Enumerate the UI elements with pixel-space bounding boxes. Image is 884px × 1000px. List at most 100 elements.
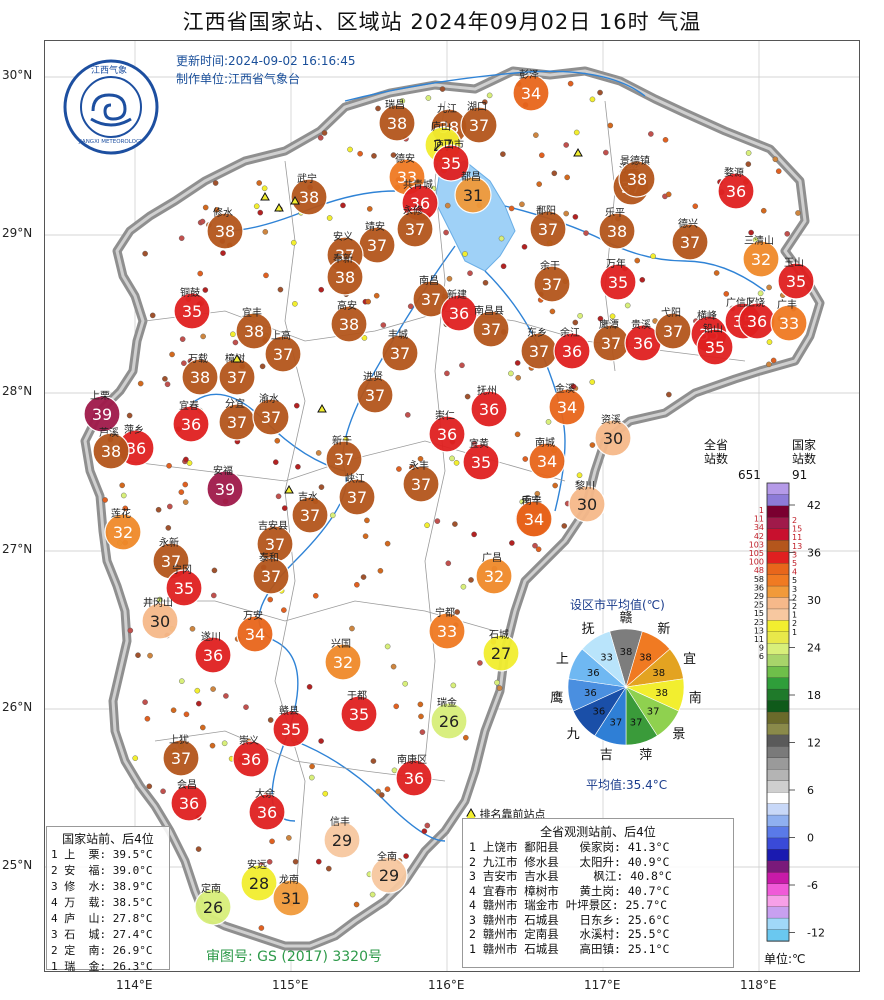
colorbar-swatch xyxy=(766,895,790,908)
station-circle xyxy=(252,398,290,436)
station-value: 39 xyxy=(215,480,235,499)
pie-slice-city: 南 xyxy=(689,690,702,706)
regional-station-dot xyxy=(551,170,558,177)
colorbar-swatch xyxy=(766,711,790,725)
regional-station-dot xyxy=(772,156,779,163)
regional-station-dot xyxy=(257,209,264,216)
station-name: 靖安 xyxy=(365,220,385,233)
station-name: 南丰 xyxy=(522,494,542,507)
station-value: 35 xyxy=(471,453,491,472)
regional-station-dot xyxy=(132,755,139,761)
all-station-ranking-table: 全省观测站前、后4位 1 上饶市 鄱阳县 侯家岗: 41.3°C 2 九江市 修… xyxy=(462,818,734,968)
regional-station-dot xyxy=(122,505,129,512)
regional-station-dot xyxy=(262,229,269,235)
regional-station-dot xyxy=(424,522,430,529)
station-name: 余干 xyxy=(540,259,560,272)
station-marker: 35 赣县 xyxy=(272,704,310,748)
station-name: 宁冈 xyxy=(172,563,192,576)
colorbar-swatch xyxy=(766,505,790,518)
lat-label: 25°N xyxy=(2,858,33,872)
regional-station-dot xyxy=(137,380,144,387)
station-value: 36 xyxy=(437,425,457,444)
station-name: 铅山 xyxy=(703,322,723,335)
station-name: 贵溪 xyxy=(631,318,651,331)
colorbar-swatch xyxy=(766,585,790,599)
station-circle xyxy=(402,465,440,503)
colorbar-swatch xyxy=(766,677,790,690)
regional-station-dot xyxy=(179,678,185,684)
station-circle xyxy=(272,879,310,917)
regional-station-dot xyxy=(460,583,467,590)
lat-label: 28°N xyxy=(2,384,33,398)
regional-station-dot xyxy=(443,229,449,236)
table-row: 1 瑞 金: 26.3°C xyxy=(51,960,153,973)
regional-station-dot xyxy=(213,207,220,213)
regional-station-dot xyxy=(444,370,450,377)
station-value: 35 xyxy=(786,272,806,291)
regional-station-dot xyxy=(464,393,471,400)
pie-title: 设区市平均值(℃) xyxy=(570,598,665,612)
station-marker: 31 都昌 xyxy=(454,171,492,214)
regional-station-dot xyxy=(692,203,699,210)
regional-station-dot xyxy=(450,682,457,689)
station-circle xyxy=(460,106,498,144)
pie-slice-value: 38 xyxy=(620,647,633,658)
regional-station-dot xyxy=(160,788,166,795)
regional-station-dot xyxy=(290,239,297,246)
station-circle xyxy=(742,240,780,278)
station-marker: 33 广丰 xyxy=(770,298,808,342)
lon-label: 116°E xyxy=(428,978,465,992)
regional-station-dot xyxy=(162,376,168,382)
station-value: 32 xyxy=(333,653,353,672)
station-marker: 37 鹰潭 xyxy=(592,318,630,362)
regional-station-dot xyxy=(183,711,190,718)
station-name: 芦溪 xyxy=(99,427,119,439)
station-marker: 34 万安 xyxy=(236,609,274,653)
station-circle xyxy=(472,310,510,348)
pie-slice-city: 抚 xyxy=(582,622,595,637)
colorbar-tick: 36 xyxy=(807,547,821,560)
station-circle xyxy=(533,265,571,303)
station-name: 都昌 xyxy=(461,171,481,183)
colorbar-swatch xyxy=(766,803,790,816)
regional-station-dot xyxy=(561,523,568,529)
station-value: 38 xyxy=(299,188,319,207)
station-marker: 37 永修 xyxy=(396,204,434,248)
regional-station-dot xyxy=(745,150,752,156)
station-value: 37 xyxy=(538,220,558,239)
regional-station-dot xyxy=(197,270,204,277)
colorbar-swatch xyxy=(766,849,790,862)
regional-station-dot xyxy=(371,153,377,159)
regional-station-dot xyxy=(360,574,367,580)
station-name: 上饶 xyxy=(745,296,765,309)
regional-station-dot xyxy=(202,287,209,293)
station-circle xyxy=(194,636,232,674)
station-name: 石城 xyxy=(489,629,509,641)
regional-station-dot xyxy=(202,204,209,211)
station-marker: 38 奉新 xyxy=(326,252,364,296)
station-value: 26 xyxy=(439,712,459,731)
colorbar-swatch xyxy=(766,700,790,713)
colorbar-swatch xyxy=(766,769,790,782)
station-circle xyxy=(598,212,636,250)
station-value: 29 xyxy=(332,831,352,850)
station-circle xyxy=(568,485,606,523)
station-circle xyxy=(170,784,208,822)
station-name: 庐山市 xyxy=(434,138,464,151)
station-marker: 30 资溪 xyxy=(594,414,632,457)
station-value: 30 xyxy=(150,612,170,631)
regional-station-dot xyxy=(126,412,133,419)
regional-station-dot xyxy=(179,336,186,342)
colorbar-swatch xyxy=(766,666,790,679)
station-name: 遂川 xyxy=(201,630,221,643)
station-marker: 36 上饶 xyxy=(738,296,776,340)
station-name: 新建 xyxy=(447,288,467,301)
station-value: 37 xyxy=(265,535,285,554)
regional-station-dot xyxy=(449,455,455,462)
station-circle xyxy=(515,500,553,538)
regional-station-dot xyxy=(384,643,391,650)
station-marker: 32 兴国 xyxy=(324,638,362,681)
station-name: 武宁 xyxy=(297,172,317,185)
regional-station-dot xyxy=(577,313,583,319)
station-circle xyxy=(172,405,210,443)
